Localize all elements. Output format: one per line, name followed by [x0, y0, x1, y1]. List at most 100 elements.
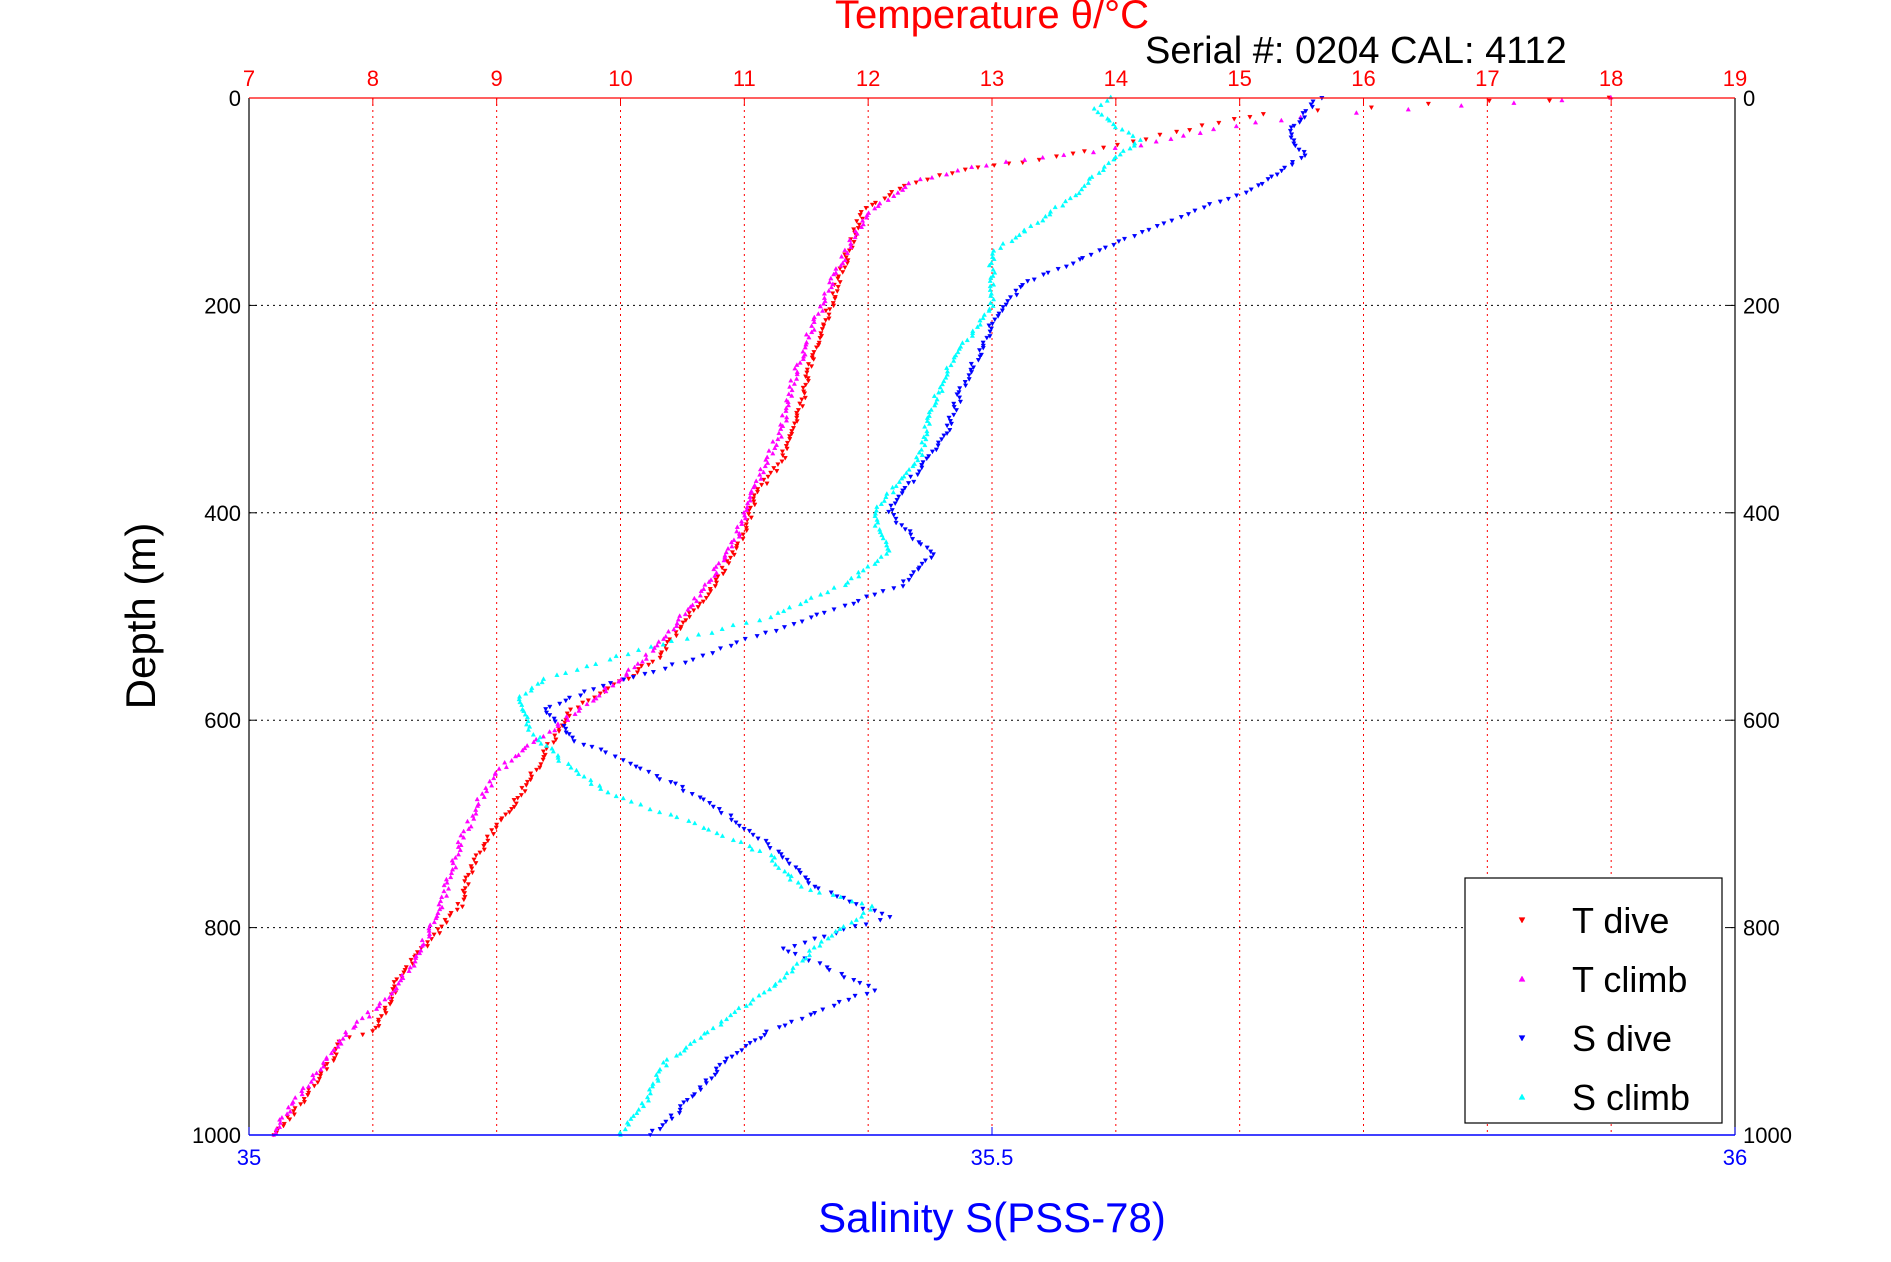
- data-point: [1036, 157, 1042, 163]
- data-point: [522, 789, 528, 794]
- data-point: [1197, 130, 1203, 135]
- data-point: [1309, 104, 1315, 110]
- data-point: [387, 1002, 393, 1007]
- data-point: [899, 475, 905, 481]
- data-point: [677, 1104, 683, 1109]
- data-point: [537, 765, 543, 771]
- data-point: [848, 575, 854, 581]
- data-point: [519, 785, 525, 791]
- data-point: [1095, 109, 1101, 115]
- data-point: [543, 710, 550, 716]
- data-point: [734, 640, 740, 645]
- data-point: [782, 456, 788, 461]
- data-point: [477, 850, 483, 856]
- data-point: [503, 764, 509, 770]
- data-point: [814, 612, 820, 618]
- data-point: [1234, 193, 1240, 199]
- data-point: [900, 187, 906, 192]
- data-point: [1298, 155, 1305, 161]
- data-point: [650, 670, 656, 675]
- data-point: [1300, 111, 1306, 116]
- data-point: [986, 262, 992, 268]
- data-point: [1009, 238, 1015, 244]
- data-point: [852, 234, 858, 240]
- data-point: [806, 881, 812, 886]
- data-point: [810, 353, 816, 358]
- data-point: [479, 791, 485, 796]
- data-point: [673, 623, 680, 628]
- data-point: [869, 903, 875, 909]
- data-point: [922, 558, 928, 564]
- data-point: [635, 661, 641, 666]
- data-point: [832, 296, 838, 302]
- data-point: [924, 431, 930, 437]
- data-point: [808, 1012, 814, 1018]
- data-point: [556, 729, 562, 734]
- data-point: [908, 474, 914, 480]
- data-point: [519, 702, 525, 707]
- x-top-tick-label: 17: [1475, 66, 1499, 91]
- data-point: [563, 670, 569, 675]
- data-point: [1201, 205, 1207, 211]
- data-point: [918, 542, 924, 547]
- data-point: [743, 620, 749, 625]
- data-point: [923, 436, 929, 442]
- data-point: [762, 463, 768, 469]
- data-point: [860, 910, 866, 915]
- data-point: [1425, 101, 1431, 107]
- data-point: [831, 607, 837, 613]
- data-point: [939, 381, 945, 387]
- data-point: [838, 263, 844, 268]
- data-point: [1248, 187, 1254, 193]
- data-point: [781, 625, 788, 630]
- data-point: [918, 447, 925, 452]
- data-point: [528, 777, 534, 783]
- data-point: [331, 1047, 337, 1052]
- data-point: [795, 408, 801, 413]
- y-left-tick-label: 0: [229, 86, 241, 111]
- data-point: [771, 466, 777, 471]
- data-point: [562, 720, 568, 726]
- data-point: [731, 537, 737, 542]
- data-point: [656, 639, 662, 644]
- data-point: [778, 852, 784, 857]
- data-point: [1282, 165, 1288, 171]
- data-point: [733, 546, 740, 551]
- data-point: [437, 906, 443, 912]
- data-point: [1225, 196, 1231, 202]
- data-point: [448, 870, 455, 875]
- data-point: [665, 628, 671, 634]
- data-point: [485, 838, 491, 844]
- data-point: [1289, 162, 1295, 168]
- data-point: [1067, 195, 1073, 201]
- data-point: [1040, 217, 1046, 223]
- data-point: [846, 997, 852, 1003]
- data-point: [734, 528, 740, 534]
- data-point: [620, 758, 626, 763]
- data-point: [668, 812, 674, 817]
- data-point: [719, 833, 726, 838]
- data-point: [805, 379, 811, 384]
- data-point: [1000, 305, 1006, 310]
- data-point: [768, 470, 774, 476]
- data-point: [751, 493, 757, 498]
- data-point: [455, 902, 461, 907]
- data-point: [628, 1116, 634, 1121]
- data-point: [299, 1091, 305, 1097]
- data-point: [563, 698, 569, 704]
- data-point: [910, 537, 916, 542]
- data-point: [803, 382, 809, 388]
- data-point: [663, 1119, 669, 1125]
- data-point: [975, 165, 981, 171]
- data-point: [273, 1126, 279, 1131]
- data-point: [734, 1051, 740, 1056]
- data-point: [1089, 174, 1095, 179]
- chart-title: Temperature θ/°C: [835, 0, 1149, 37]
- data-point: [540, 733, 546, 739]
- data-point: [864, 991, 870, 997]
- data-point: [812, 936, 818, 942]
- data-point: [564, 711, 570, 717]
- data-point: [980, 345, 986, 351]
- data-point: [755, 487, 761, 492]
